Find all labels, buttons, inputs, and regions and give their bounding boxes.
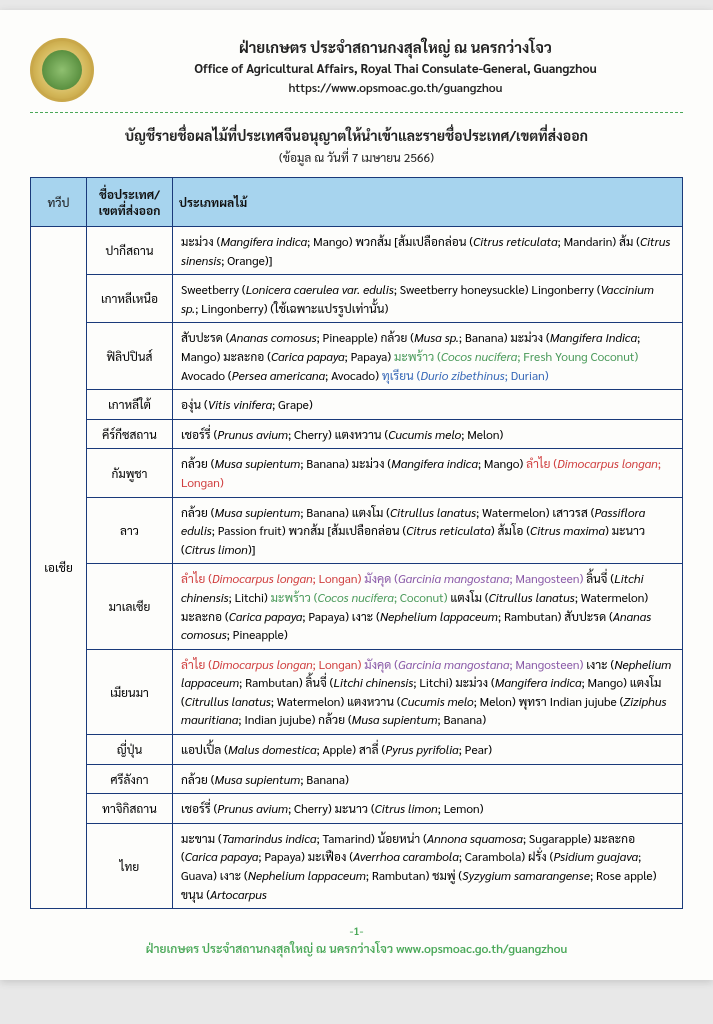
- table-row: เกาหลีใต้องุ่น (Vitis vinifera; Grape): [31, 390, 683, 420]
- cell-country: ไทย: [87, 823, 173, 908]
- cell-fruits: กล้วย (Musa supientum; Banana) แตงโม (Ci…: [173, 497, 683, 564]
- table-row: ญี่ปุ่นแอปเปิ้ล (Malus domestica; Apple)…: [31, 735, 683, 765]
- cell-country: กัมพูชา: [87, 449, 173, 497]
- table-row: เกาหลีเหนือSweetberry (Lonicera caerulea…: [31, 275, 683, 323]
- footer: -1- ฝ่ายเกษตร ประจำสถานกงสุลใหญ่ ณ นครกว…: [30, 923, 683, 956]
- cell-country: มาเลเซีย: [87, 564, 173, 649]
- table-row: เมียนมาลำไย (Dimocarpus longan; Longan) …: [31, 649, 683, 734]
- cell-fruits: ลำไย (Dimocarpus longan; Longan) มังคุด …: [173, 649, 683, 734]
- document-page: ฝ่ายเกษตร ประจำสถานกงสุลใหญ่ ณ นครกว่างโ…: [0, 10, 713, 980]
- cell-country: ปากีสถาน: [87, 227, 173, 275]
- header: ฝ่ายเกษตร ประจำสถานกงสุลใหญ่ ณ นครกว่างโ…: [30, 38, 683, 102]
- table-header-row: ทวีป ชื่อประเทศ/ เขตที่ส่งออก ประเภทผลไม…: [31, 178, 683, 227]
- cell-country: ศรีลังกา: [87, 764, 173, 794]
- cell-country: ญี่ปุ่น: [87, 735, 173, 765]
- cell-fruits: Sweetberry (Lonicera caerulea var. eduli…: [173, 275, 683, 323]
- header-text-block: ฝ่ายเกษตร ประจำสถานกงสุลใหญ่ ณ นครกว่างโ…: [108, 38, 683, 95]
- footer-text: ฝ่ายเกษตร ประจำสถานกงสุลใหญ่ ณ นครกว่างโ…: [30, 940, 683, 956]
- table-row: มาเลเซียลำไย (Dimocarpus longan; Longan)…: [31, 564, 683, 649]
- cell-country: เกาหลีเหนือ: [87, 275, 173, 323]
- cell-fruits: ลำไย (Dimocarpus longan; Longan) มังคุด …: [173, 564, 683, 649]
- cell-fruits: เชอร์รี่ (Prunus avium; Cherry) มะนาว (C…: [173, 794, 683, 824]
- cell-fruits: มะม่วง (Mangifera indica; Mango) พวกส้ม …: [173, 227, 683, 275]
- cell-country: ลาว: [87, 497, 173, 564]
- th-country: ชื่อประเทศ/ เขตที่ส่งออก: [87, 178, 173, 227]
- table-row: ไทยมะขาม (Tamarindus indica; Tamarind) น…: [31, 823, 683, 908]
- header-divider: [30, 112, 683, 113]
- table-row: ฟิลิปปินส์สับปะรด (Ananas comosus; Pinea…: [31, 323, 683, 390]
- cell-fruits: องุ่น (Vitis vinifera; Grape): [173, 390, 683, 420]
- cell-fruits: กล้วย (Musa supientum; Banana): [173, 764, 683, 794]
- cell-fruits: กล้วย (Musa supientum; Banana) มะม่วง (M…: [173, 449, 683, 497]
- header-title-th: ฝ่ายเกษตร ประจำสถานกงสุลใหญ่ ณ นครกว่างโ…: [108, 38, 683, 57]
- table-row: เอเชียปากีสถานมะม่วง (Mangifera indica; …: [31, 227, 683, 275]
- fruits-table: ทวีป ชื่อประเทศ/ เขตที่ส่งออก ประเภทผลไม…: [30, 177, 683, 909]
- cell-country: คีร์กีซสถาน: [87, 419, 173, 449]
- cell-country: ฟิลิปปินส์: [87, 323, 173, 390]
- cell-country: เกาหลีใต้: [87, 390, 173, 420]
- document-title: บัญชีรายชื่อผลไม้ที่ประเทศจีนอนุญาตให้นำ…: [30, 127, 683, 145]
- table-row: กัมพูชากล้วย (Musa supientum; Banana) มะ…: [31, 449, 683, 497]
- cell-country: ทาจิกิสถาน: [87, 794, 173, 824]
- th-fruits: ประเภทผลไม้: [173, 178, 683, 227]
- table-row: คีร์กีซสถานเชอร์รี่ (Prunus avium; Cherr…: [31, 419, 683, 449]
- table-row: ลาวกล้วย (Musa supientum; Banana) แตงโม …: [31, 497, 683, 564]
- cell-fruits: สับปะรด (Ananas comosus; Pineapple) กล้ว…: [173, 323, 683, 390]
- cell-fruits: เชอร์รี่ (Prunus avium; Cherry) แตงหวาน …: [173, 419, 683, 449]
- agency-logo-icon: [30, 38, 94, 102]
- cell-fruits: แอปเปิ้ล (Malus domestica; Apple) สาลี่ …: [173, 735, 683, 765]
- table-body: เอเชียปากีสถานมะม่วง (Mangifera indica; …: [31, 227, 683, 909]
- footer-page-number: -1-: [30, 923, 683, 938]
- cell-continent: เอเชีย: [31, 227, 87, 909]
- header-url: https://www.opsmoac.go.th/guangzhou: [108, 79, 683, 95]
- th-continent: ทวีป: [31, 178, 87, 227]
- table-row: ทาจิกิสถานเชอร์รี่ (Prunus avium; Cherry…: [31, 794, 683, 824]
- table-row: ศรีลังกากล้วย (Musa supientum; Banana): [31, 764, 683, 794]
- header-title-en: Office of Agricultural Affairs, Royal Th…: [108, 60, 683, 76]
- document-subtitle: (ข้อมูล ณ วันที่ 7 เมษายน 2566): [30, 149, 683, 165]
- cell-country: เมียนมา: [87, 649, 173, 734]
- cell-fruits: มะขาม (Tamarindus indica; Tamarind) น้อย…: [173, 823, 683, 908]
